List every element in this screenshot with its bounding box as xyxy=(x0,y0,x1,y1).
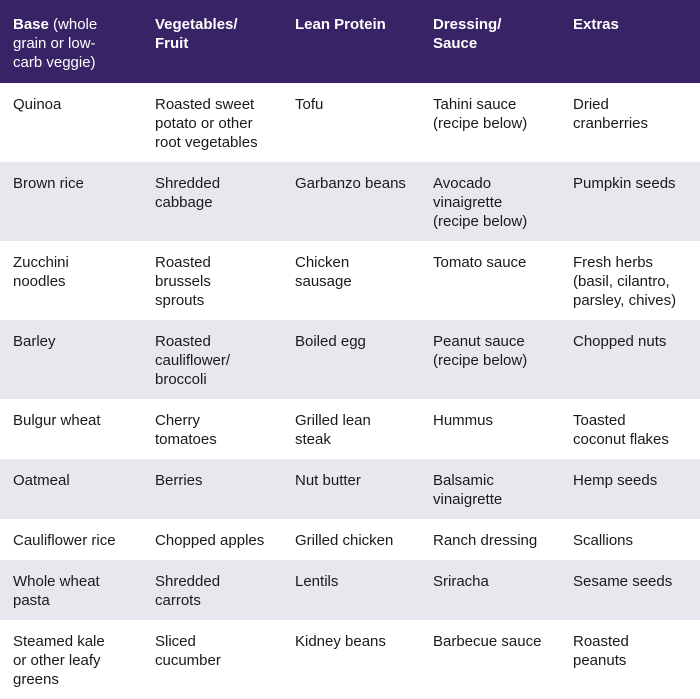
cell-vegetables-fruit: Cherry tomatoes xyxy=(142,399,282,459)
cell-extras: Sesame seeds xyxy=(560,560,700,620)
cell-base: Bulgur wheat xyxy=(0,399,142,459)
table-row: Whole wheat pasta Shredded carrots Lenti… xyxy=(0,560,700,620)
cell-base: Oatmeal xyxy=(0,459,142,519)
cell-base: Cauliflower rice xyxy=(0,519,142,560)
cell-dressing-sauce: Balsamic vinaigrette xyxy=(420,459,560,519)
column-header-vegetables-fruit: Vegetables/ Fruit xyxy=(142,0,282,83)
cell-lean-protein: Lentils xyxy=(282,560,420,620)
column-header-lean-protein: Lean Protein xyxy=(282,0,420,83)
cell-base: Quinoa xyxy=(0,83,142,162)
cell-extras: Scallions xyxy=(560,519,700,560)
cell-extras: Roasted peanuts xyxy=(560,620,700,699)
cell-extras: Fresh herbs (basil, cilantro, parsley, c… xyxy=(560,241,700,320)
table-row: Barley Roasted cauliflower/ broccoli Boi… xyxy=(0,320,700,399)
cell-dressing-sauce: Tomato sauce xyxy=(420,241,560,320)
cell-dressing-sauce: Sriracha xyxy=(420,560,560,620)
cell-extras: Hemp seeds xyxy=(560,459,700,519)
cell-lean-protein: Nut butter xyxy=(282,459,420,519)
table-row: Brown rice Shredded cabbage Garbanzo bea… xyxy=(0,162,700,241)
cell-extras: Toasted coconut flakes xyxy=(560,399,700,459)
cell-vegetables-fruit: Shredded cabbage xyxy=(142,162,282,241)
cell-vegetables-fruit: Berries xyxy=(142,459,282,519)
cell-vegetables-fruit: Chopped apples xyxy=(142,519,282,560)
cell-lean-protein: Grilled chicken xyxy=(282,519,420,560)
column-header-base-title: Base xyxy=(13,16,49,33)
cell-dressing-sauce: Peanut sauce (recipe below) xyxy=(420,320,560,399)
cell-vegetables-fruit: Roasted brussels sprouts xyxy=(142,241,282,320)
cell-lean-protein: Garbanzo beans xyxy=(282,162,420,241)
cell-dressing-sauce: Hummus xyxy=(420,399,560,459)
header-row: Base (whole grain or low- carb veggie) V… xyxy=(0,0,700,83)
cell-base: Zucchini noodles xyxy=(0,241,142,320)
cell-base: Barley xyxy=(0,320,142,399)
cell-extras: Pumpkin seeds xyxy=(560,162,700,241)
table-row: Bulgur wheat Cherry tomatoes Grilled lea… xyxy=(0,399,700,459)
cell-lean-protein: Tofu xyxy=(282,83,420,162)
cell-dressing-sauce: Tahini sauce (recipe below) xyxy=(420,83,560,162)
cell-dressing-sauce: Ranch dressing xyxy=(420,519,560,560)
cell-dressing-sauce: Barbecue sauce xyxy=(420,620,560,699)
table-row: Oatmeal Berries Nut butter Balsamic vina… xyxy=(0,459,700,519)
cell-lean-protein: Grilled lean steak xyxy=(282,399,420,459)
cell-lean-protein: Kidney beans xyxy=(282,620,420,699)
cell-lean-protein: Chicken sausage xyxy=(282,241,420,320)
table-row: Zucchini noodles Roasted brussels sprout… xyxy=(0,241,700,320)
cell-lean-protein: Boiled egg xyxy=(282,320,420,399)
cell-extras: Chopped nuts xyxy=(560,320,700,399)
cell-vegetables-fruit: Shredded carrots xyxy=(142,560,282,620)
cell-dressing-sauce: Avocado vinaigrette (recipe below) xyxy=(420,162,560,241)
cell-base: Steamed kale or other leafy greens xyxy=(0,620,142,699)
cell-extras: Dried cranberries xyxy=(560,83,700,162)
cell-vegetables-fruit: Roasted sweet potato or other root veget… xyxy=(142,83,282,162)
column-header-base-subtitle: (whole grain or low- carb veggie) xyxy=(13,16,98,71)
cell-base: Brown rice xyxy=(0,162,142,241)
table-row: Cauliflower rice Chopped apples Grilled … xyxy=(0,519,700,560)
table-row: Steamed kale or other leafy greens Slice… xyxy=(0,620,700,699)
column-header-extras: Extras xyxy=(560,0,700,83)
column-header-dressing-sauce: Dressing/ Sauce xyxy=(420,0,560,83)
table-row: Quinoa Roasted sweet potato or other roo… xyxy=(0,83,700,162)
cell-base: Whole wheat pasta xyxy=(0,560,142,620)
cell-vegetables-fruit: Roasted cauliflower/ broccoli xyxy=(142,320,282,399)
cell-vegetables-fruit: Sliced cucumber xyxy=(142,620,282,699)
column-header-base: Base (whole grain or low- carb veggie) xyxy=(0,0,142,83)
